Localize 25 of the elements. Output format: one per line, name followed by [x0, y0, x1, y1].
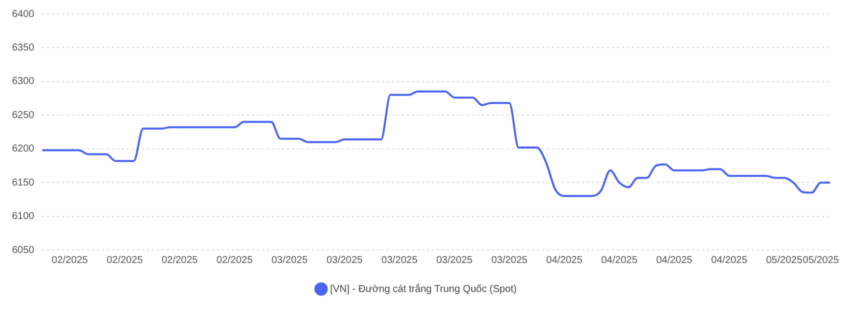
x-tick-label: 03/2025 [381, 254, 418, 266]
y-tick-label: 6350 [12, 42, 35, 54]
y-tick-label: 6100 [12, 211, 35, 222]
x-tick-label: 04/2025 [546, 254, 583, 266]
x-tick-label: 05/2025 [766, 254, 803, 266]
x-tick-label: 02/2025 [106, 254, 144, 266]
x-tick-label: 03/2025 [271, 254, 308, 266]
y-tick-label: 6050 [12, 244, 35, 256]
x-tick-label: 04/2025 [711, 254, 748, 266]
x-tick-label: 04/2025 [601, 254, 638, 266]
y-tick-label: 6250 [12, 110, 35, 121]
x-tick-label: 04/2025 [656, 254, 693, 266]
line-series [41, 90, 831, 198]
y-tick-label: 6300 [12, 76, 35, 88]
x-tick-label: 03/2025 [491, 254, 528, 266]
x-tick-label: 03/2025 [326, 254, 364, 266]
x-tick-label: 03/2025 [436, 254, 473, 266]
x-tick-label: 02/2025 [162, 254, 198, 266]
y-tick-label: 6150 [12, 177, 35, 188]
x-tick-label: 02/2025 [52, 254, 88, 266]
x-tick-label: 05/2025 [802, 254, 840, 266]
y-tick-label: 6200 [12, 144, 35, 155]
legend-label: [VN] - Đường cát trắng Trung Quốc (Spot) [330, 282, 517, 295]
y-tick-label: 6400 [12, 8, 35, 20]
x-tick-label: 02/2025 [216, 254, 254, 266]
